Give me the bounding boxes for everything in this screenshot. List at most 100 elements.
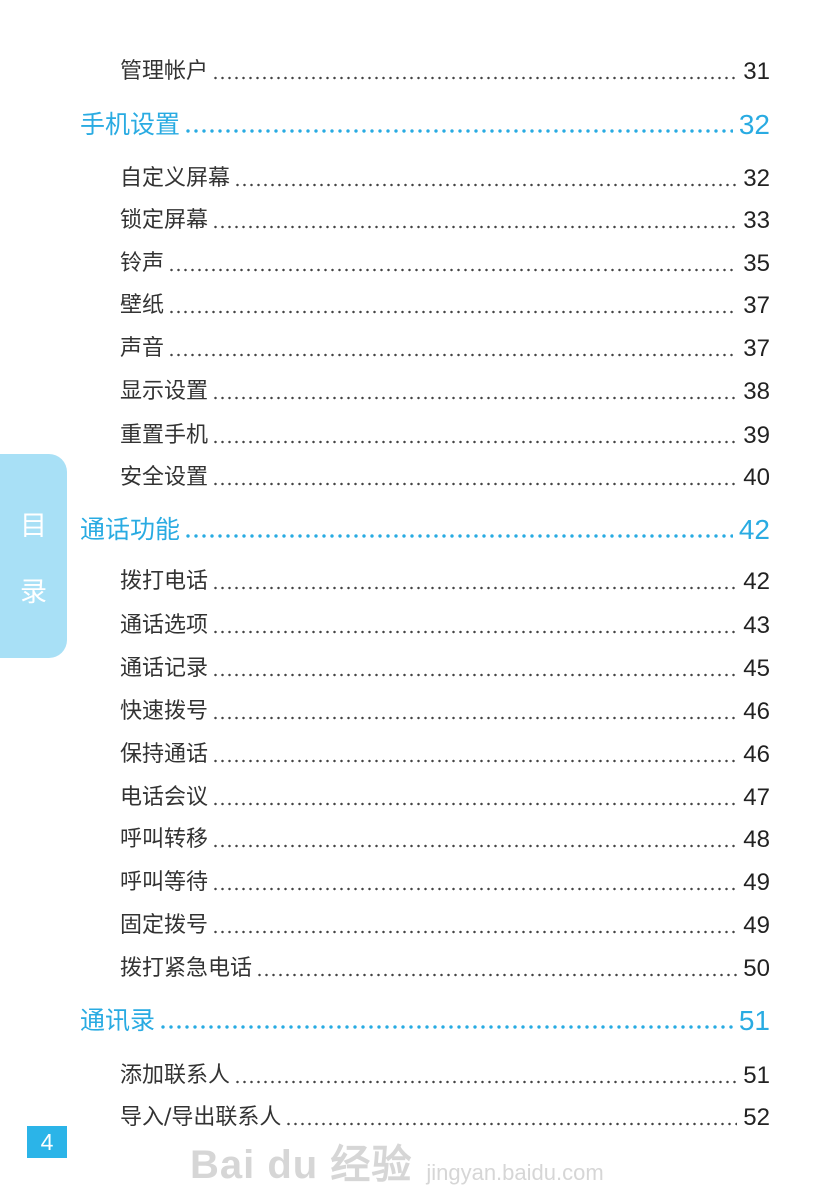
dot-leader <box>234 1080 738 1084</box>
toc-title: 添加联系人 <box>120 1063 231 1088</box>
toc-title: 拨打紧急电话 <box>120 956 253 981</box>
dot-leader <box>212 716 738 720</box>
toc-entry[interactable]: 保持通话 46 <box>120 736 770 770</box>
dot-leader <box>212 673 738 677</box>
toc-title: 呼叫等待 <box>120 870 209 895</box>
toc-entry[interactable]: 重置手机 39 <box>120 417 770 451</box>
toc-entry[interactable]: 电话会议 47 <box>120 779 770 813</box>
toc-entry[interactable]: 导入/导出联系人 52 <box>120 1099 770 1133</box>
toc-title: 通话选项 <box>120 613 209 638</box>
dot-leader <box>212 802 738 806</box>
dot-leader <box>212 225 738 229</box>
toc-title: 显示设置 <box>120 379 209 404</box>
side-tab-char: 录 <box>20 577 47 608</box>
contents-side-tab: 目 录 <box>0 454 67 658</box>
page-number: 4 <box>27 1126 67 1158</box>
toc-page-number: 39 <box>743 422 770 449</box>
toc-page-number: 33 <box>743 207 770 234</box>
toc-entry[interactable]: 固定拨号 49 <box>120 907 770 941</box>
toc-title: 重置手机 <box>120 423 209 448</box>
toc-page-number: 46 <box>743 698 770 725</box>
toc-entry[interactable]: 通话选项 43 <box>120 607 770 641</box>
toc-page-number: 31 <box>743 58 770 85</box>
toc-entry[interactable]: 管理帐户 31 <box>120 53 770 87</box>
toc-page-number: 48 <box>743 826 770 853</box>
dot-leader <box>234 183 738 187</box>
dot-leader <box>168 268 738 272</box>
dot-leader <box>212 759 738 763</box>
toc-page-number: 49 <box>743 912 770 939</box>
toc-entry[interactable]: 拨打电话 42 <box>120 563 770 597</box>
dot-leader <box>212 630 738 634</box>
toc-entry[interactable]: 壁纸 37 <box>120 287 770 321</box>
toc-page-number: 49 <box>743 869 770 896</box>
dot-leader <box>212 844 738 848</box>
toc-page-number: 47 <box>743 784 770 811</box>
toc-title: 声音 <box>120 336 165 361</box>
toc-title: 呼叫转移 <box>120 827 209 852</box>
toc-page-number: 38 <box>743 378 770 405</box>
toc-title: 壁纸 <box>120 293 165 318</box>
toc-entry[interactable]: 呼叫转移 48 <box>120 821 770 855</box>
dot-leader <box>212 76 738 80</box>
toc-title: 电话会议 <box>120 785 209 810</box>
dot-leader <box>212 396 738 400</box>
dot-leader <box>212 482 738 486</box>
dot-leader <box>184 534 733 538</box>
toc-page-number: 52 <box>743 1104 770 1131</box>
dot-leader <box>159 1025 733 1029</box>
toc-page-number: 42 <box>743 568 770 595</box>
dot-leader <box>285 1122 738 1126</box>
toc-title: 保持通话 <box>120 742 209 767</box>
dot-leader <box>256 973 738 977</box>
toc-entry[interactable]: 快速拨号 46 <box>120 693 770 727</box>
dot-leader <box>212 586 738 590</box>
toc-entry[interactable]: 声音 37 <box>120 330 770 364</box>
dot-leader <box>168 310 738 314</box>
dot-leader <box>212 440 738 444</box>
watermark-url: jingyan.baidu.com <box>426 1160 604 1185</box>
toc-page-number: 40 <box>743 464 770 491</box>
toc-title: 安全设置 <box>120 465 209 490</box>
watermark-brand: Bai du 经验 <box>190 1143 413 1187</box>
dot-leader <box>168 353 738 357</box>
toc-section-heading[interactable]: 通话功能 42 <box>80 511 770 545</box>
toc-entry[interactable]: 通话记录 45 <box>120 650 770 684</box>
toc-page-number: 50 <box>743 955 770 982</box>
toc-page-number: 37 <box>743 292 770 319</box>
toc-page-number: 32 <box>738 109 770 140</box>
toc-entry[interactable]: 拨打紧急电话 50 <box>120 950 770 984</box>
toc-page-number: 45 <box>743 655 770 682</box>
toc-page-number: 37 <box>743 335 770 362</box>
toc-entry[interactable]: 呼叫等待 49 <box>120 864 770 898</box>
toc-entry[interactable]: 自定义屏幕 32 <box>120 160 770 194</box>
baidu-watermark: Bai du 经验 jingyan.baidu.com <box>190 1140 604 1188</box>
toc-page-number: 35 <box>743 250 770 277</box>
toc-page-number: 51 <box>743 1062 770 1089</box>
toc-title: 快速拨号 <box>120 699 209 724</box>
toc-title: 自定义屏幕 <box>120 166 231 191</box>
toc-title: 锁定屏幕 <box>120 208 209 233</box>
toc-page-number: 51 <box>738 1005 770 1036</box>
toc-title: 通讯录 <box>80 1006 156 1035</box>
toc-page-number: 43 <box>743 612 770 639</box>
dot-leader <box>212 930 738 934</box>
dot-leader <box>212 887 738 891</box>
toc-entry[interactable]: 安全设置 40 <box>120 459 770 493</box>
toc-title: 管理帐户 <box>120 59 209 84</box>
side-tab-char: 目 <box>20 511 47 542</box>
toc-title: 手机设置 <box>80 110 181 139</box>
toc-entry[interactable]: 锁定屏幕 33 <box>120 202 770 236</box>
toc-title: 导入/导出联系人 <box>120 1105 282 1130</box>
dot-leader <box>184 129 733 133</box>
toc-entry[interactable]: 显示设置 38 <box>120 373 770 407</box>
toc-entry[interactable]: 铃声 35 <box>120 245 770 279</box>
toc-title: 通话记录 <box>120 656 209 681</box>
toc-title: 通话功能 <box>80 515 181 544</box>
toc-title: 固定拨号 <box>120 913 209 938</box>
toc-section-heading[interactable]: 手机设置 32 <box>80 106 770 140</box>
toc-entry[interactable]: 添加联系人 51 <box>120 1057 770 1091</box>
toc-section-heading[interactable]: 通讯录 51 <box>80 1002 770 1036</box>
toc-page-number: 32 <box>743 165 770 192</box>
toc-page-number: 42 <box>738 514 770 545</box>
